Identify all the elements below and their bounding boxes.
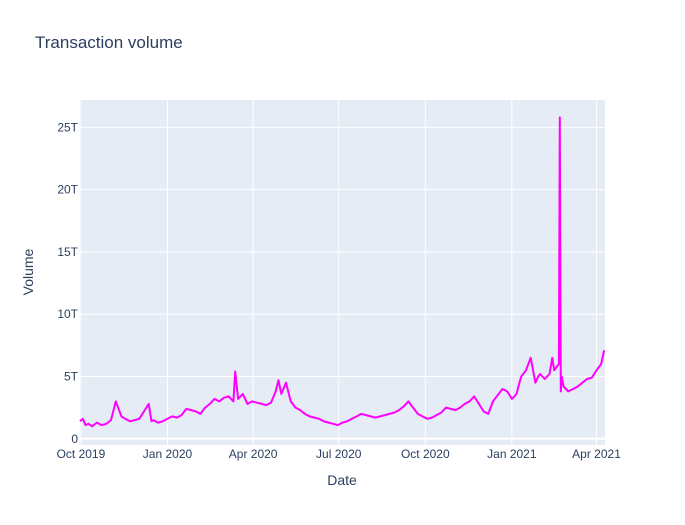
y-tick-label: 15T xyxy=(57,245,78,259)
x-axis-title: Date xyxy=(327,472,357,488)
plot-area xyxy=(80,100,605,445)
y-tick-label: 25T xyxy=(57,120,78,134)
y-tick-label: 10T xyxy=(57,307,78,321)
x-tick-label: Apr 2021 xyxy=(572,447,621,461)
grid-lines xyxy=(80,100,605,445)
x-tick-label: Jan 2021 xyxy=(487,447,537,461)
x-tick-label: Oct 2020 xyxy=(401,447,450,461)
y-tick-label: 5T xyxy=(64,369,79,383)
chart-title: Transaction volume xyxy=(35,33,183,52)
y-tick-label: 20T xyxy=(57,183,78,197)
x-tick-label: Oct 2019 xyxy=(57,447,106,461)
x-tick-label: Jan 2020 xyxy=(143,447,193,461)
y-tick-label: 0 xyxy=(71,432,78,446)
y-axis-title: Volume xyxy=(20,248,36,295)
x-axis-ticks: Oct 2019 Jan 2020 Apr 2020 Jul 2020 Oct 2020… xyxy=(57,447,622,461)
series-line xyxy=(79,116,606,428)
y-axis-ticks: 0 5T 10T 15T 20T 25T xyxy=(57,120,78,445)
x-tick-label: Jul 2020 xyxy=(316,447,362,461)
x-tick-label: Apr 2020 xyxy=(229,447,278,461)
data-series xyxy=(79,116,606,428)
